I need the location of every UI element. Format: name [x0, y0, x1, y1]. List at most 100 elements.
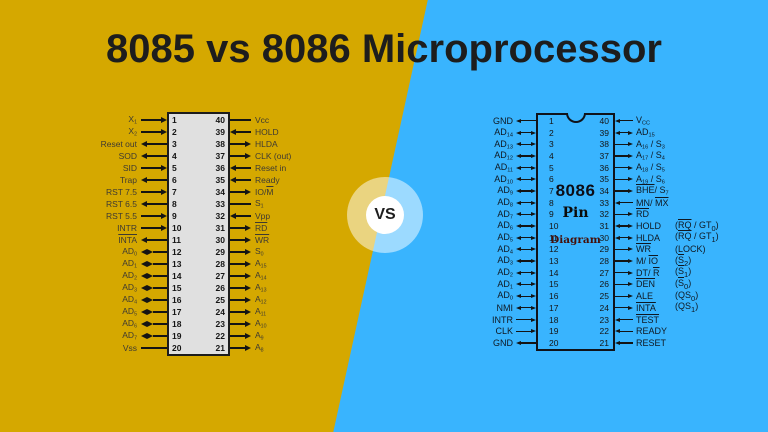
pin-arrow	[141, 213, 167, 219]
pin-label: X2	[128, 126, 137, 138]
pin-row: AD7	[444, 209, 536, 221]
pin-label: AD13	[494, 138, 513, 150]
pin-row: Reset out	[47, 138, 167, 150]
pin-alt-label: (QS0)	[675, 289, 699, 303]
pin-row: SID	[47, 162, 167, 174]
pin-row: RD	[615, 209, 768, 221]
pin-label: S1	[255, 198, 264, 210]
pin-label: S0	[255, 246, 264, 258]
pin-number: 6	[172, 175, 177, 185]
pin-number: 4	[172, 151, 177, 161]
pin-arrow	[516, 305, 536, 310]
pin-label: X1	[128, 114, 137, 126]
pin-number: 20	[549, 337, 559, 348]
pin-row: A19 / S6	[615, 173, 768, 185]
pin-row: AD6	[444, 220, 536, 232]
pin-row: RST 7.5	[47, 186, 167, 198]
pin-arrow	[615, 329, 633, 334]
pin-row: A15	[230, 258, 340, 270]
pin-number: 22	[215, 331, 225, 341]
pin-number: 39	[215, 127, 225, 137]
pin-number: 9	[172, 211, 177, 221]
ic-body-8086: 1 2 3 4 5 6 7 8 9 10 11 12 13 14 15 16 17 18 19 20 8086 Pin…	[536, 113, 615, 351]
pin-arrow	[615, 224, 633, 229]
pin-arrow	[230, 321, 251, 327]
pin-number: 27	[599, 267, 609, 278]
pin-row: A14	[230, 270, 340, 282]
pin-number: 38	[599, 139, 609, 150]
pin-number: 1	[549, 115, 554, 126]
pin-number: 7	[172, 187, 177, 197]
pin-row: A8	[230, 342, 340, 354]
pin-arrow	[615, 270, 633, 275]
pin-row: AD2	[47, 270, 167, 282]
pin-row: AD7	[47, 330, 167, 342]
pin-number: 36	[215, 163, 225, 173]
pin-label: DT/ R	[636, 267, 660, 278]
pin-number: 36	[599, 162, 609, 173]
pin-arrow	[516, 224, 536, 229]
pin-row: WR (LOCK)	[615, 244, 768, 256]
pin-number: 16	[549, 291, 559, 302]
pin-label: AD1	[497, 278, 513, 291]
pin-arrow	[230, 345, 251, 351]
pin-number: 1	[172, 115, 177, 125]
pin-arrow	[615, 177, 633, 182]
pin-label: AD4	[122, 294, 137, 306]
pin-row: DT/ R (S1)	[615, 266, 768, 279]
pin-row: S1	[230, 198, 340, 210]
pin-alt-label: (RQ / GT1)	[675, 231, 719, 245]
pin-numbers-left-8085: 1 2 3 4 5 6 7 8 9 10 11 12 13 14 15 16 17 18 19 20	[169, 114, 181, 354]
pin-number: 24	[215, 307, 225, 317]
pin-arrow	[141, 321, 167, 327]
pin-row: Reset in	[230, 162, 340, 174]
pin-number: 38	[215, 139, 225, 149]
pin-label: A15	[255, 258, 267, 270]
pin-row: RST 6.5	[47, 198, 167, 210]
pin-arrow	[516, 294, 536, 299]
pin-numbers-right-8086: 40 39 38 37 36 35 34 33 32 31 30 29 28 27 26 25 24 23 22 21	[600, 115, 613, 349]
pin-number: 35	[215, 175, 225, 185]
pin-arrow	[230, 285, 251, 291]
pin-arrow	[141, 189, 167, 195]
pin-number: 34	[215, 187, 225, 197]
pin-number: 21	[215, 343, 225, 353]
pin-arrow	[615, 200, 633, 205]
pin-number: 28	[599, 256, 609, 267]
pin-row: A18 / S5	[615, 162, 768, 174]
pin-number: 24	[599, 302, 609, 313]
pin-label: A17 / S4	[636, 150, 665, 162]
pin-row: Vcc	[230, 114, 340, 126]
pin-label: HOLD	[636, 221, 662, 232]
pin-arrow	[230, 261, 251, 267]
pin-label: Reset out	[100, 139, 137, 149]
pin-arrow	[230, 189, 251, 195]
pin-row: Vss	[47, 342, 167, 354]
vs-badge-label: VS	[374, 206, 396, 223]
pin-label: AD1	[122, 258, 137, 270]
pin-row: AD5	[47, 306, 167, 318]
pin-arrow	[615, 247, 633, 252]
pin-arrow	[516, 212, 536, 217]
pin-arrow	[141, 177, 167, 183]
pin-label: A10	[255, 318, 267, 330]
pin-row: AD11	[444, 162, 536, 174]
pin-label: GND	[493, 115, 513, 126]
pin-numbers-right-8085: 40 39 38 37 36 35 34 33 32 31 30 29 28 27 26 25 24 23 22 21	[216, 114, 228, 354]
pin-arrow	[141, 129, 167, 135]
pin-row: INTR	[47, 222, 167, 234]
pin-arrow	[516, 165, 536, 170]
pin-number: 13	[172, 259, 182, 269]
pin-number: 31	[215, 223, 225, 233]
pin-number: 9	[549, 209, 554, 220]
pin-row: CLK (out)	[230, 150, 340, 162]
pin-label: HLDA	[255, 139, 278, 149]
pin-alt-label: (QS1)	[675, 301, 699, 315]
pin-arrow	[230, 129, 251, 135]
pin-row: A13	[230, 282, 340, 294]
pin-arrow	[230, 237, 251, 243]
pin-arrow	[516, 118, 536, 123]
pin-row: CLK	[444, 325, 536, 337]
ic-body-8085: 1 2 3 4 5 6 7 8 9 10 11 12 13 14 15 16 17 18 19 20 40 39 38 37…	[167, 112, 230, 356]
pin-row: IO/M	[230, 186, 340, 198]
